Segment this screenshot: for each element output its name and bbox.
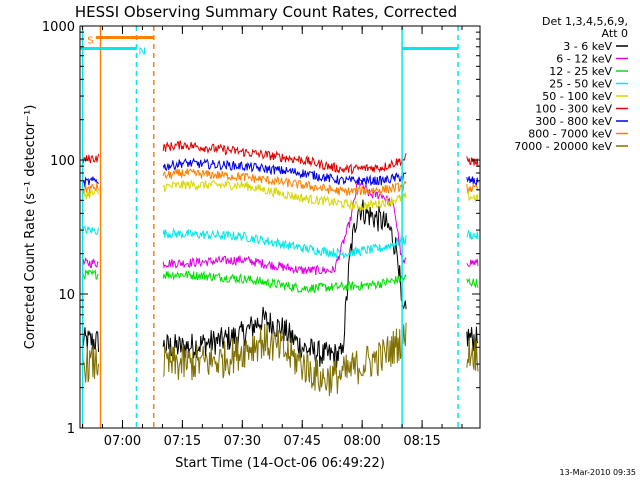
series-line-2 (82, 177, 479, 275)
series-line-6 (82, 140, 479, 176)
axes: 1 10 100 1000 07:00 07:15 07:30 07:45 08:00 08:15 (42, 20, 480, 449)
x-tick-label: 07:45 (284, 434, 321, 449)
legend-header: Att 0 (602, 27, 628, 40)
legend-label: 6 - 12 keV (556, 53, 612, 66)
plot-area: SN (80, 26, 479, 428)
y-axis-label: Corrected Count Rate (s⁻¹ detector⁻¹) (23, 105, 38, 350)
x-tick-label: 07:00 (104, 434, 141, 449)
legend-label: 25 - 50 keV (549, 78, 612, 91)
x-tick-label: 08:00 (343, 434, 380, 449)
series-line-4 (82, 225, 479, 260)
x-tick-label: 07:30 (224, 434, 261, 449)
series-line-8 (82, 168, 479, 197)
x-tick-label: 07:15 (164, 434, 201, 449)
y-tick-label: 10 (58, 288, 75, 303)
legend-label: 12 - 25 keV (549, 65, 612, 78)
legend-label: 800 - 7000 keV (528, 128, 612, 141)
y-tick-label: 1000 (42, 20, 75, 35)
x-tick-label: 08:15 (403, 434, 440, 449)
legend-label: 7000 - 20000 keV (514, 140, 612, 153)
legend-label: 50 - 100 keV (542, 90, 612, 103)
night-flag: N (138, 46, 145, 57)
series-line-9 (82, 322, 479, 397)
legend-label: 100 - 300 keV (535, 103, 612, 116)
series-line-5 (82, 178, 479, 211)
chart-title: HESSI Observing Summary Count Rates, Cor… (75, 3, 457, 21)
legend-label: 3 - 6 keV (563, 40, 612, 53)
timestamp: 13-Mar-2010 09:35 (560, 468, 637, 477)
saa-flag: S (87, 36, 93, 47)
legend-label: 300 - 800 keV (535, 115, 612, 128)
x-axis-label: Start Time (14-Oct-06 06:49:22) (175, 456, 385, 471)
y-tick-label: 100 (50, 154, 75, 169)
plot-frame (79, 25, 481, 429)
series-line-3 (82, 269, 479, 294)
y-tick-label: 1 (67, 422, 75, 437)
legend-header: Det 1,3,4,5,6,9, (542, 15, 628, 28)
